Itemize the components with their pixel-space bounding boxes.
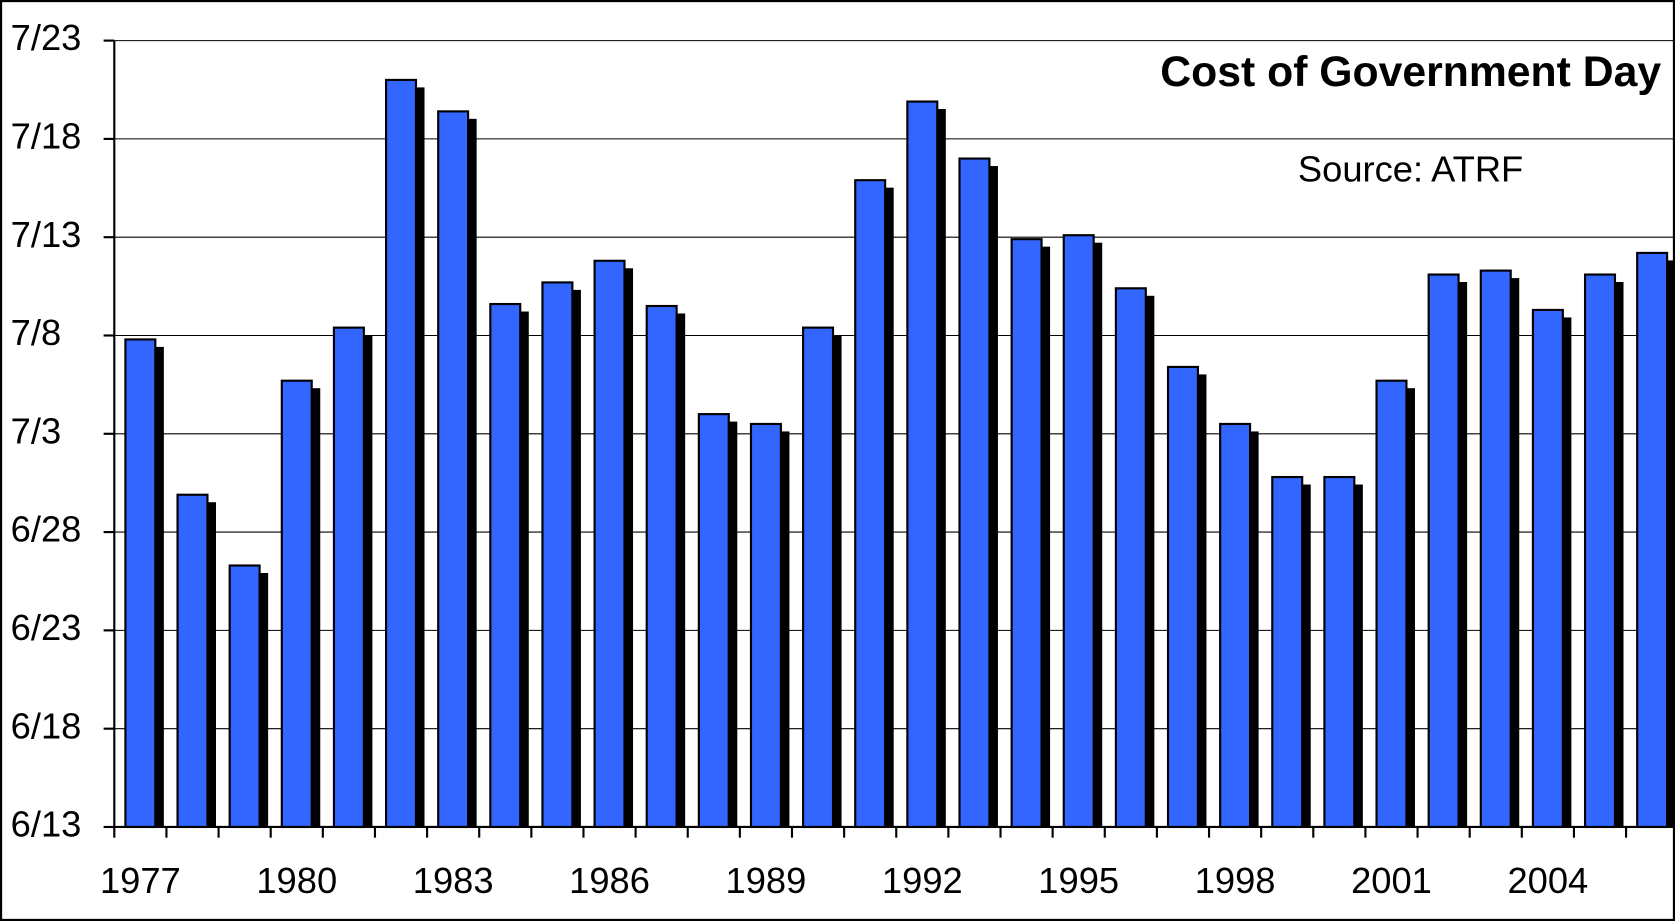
x-tick-label: 1992 [882, 860, 963, 901]
bar [1219, 422, 1252, 829]
x-tick-label: 1989 [726, 860, 807, 901]
bar [384, 78, 418, 829]
bar [697, 413, 730, 829]
x-tick-label: 1995 [1038, 860, 1119, 901]
y-tick-label: 6/28 [11, 509, 82, 550]
x-tick-label: 1986 [569, 860, 650, 901]
y-tick-label: 7/23 [11, 17, 82, 58]
y-tick-label: 6/23 [11, 607, 82, 648]
bar [1166, 365, 1199, 829]
x-tick-label: 1983 [413, 860, 494, 901]
bar [1271, 475, 1304, 829]
bar [280, 379, 313, 829]
bar [541, 281, 574, 829]
y-tick-label: 7/3 [11, 410, 61, 451]
bar [645, 304, 678, 829]
x-tick-label: 1998 [1195, 860, 1276, 901]
bar [1062, 234, 1095, 829]
bar [749, 422, 782, 829]
bar [1427, 273, 1460, 829]
bar [958, 157, 991, 829]
bar [593, 259, 626, 829]
chart-title: Cost of Government Day [1160, 48, 1661, 96]
y-tick-label: 6/18 [11, 705, 82, 746]
bar [1636, 251, 1669, 829]
bar [332, 326, 365, 829]
annotation: Source: ATRF [1298, 149, 1523, 190]
bar [176, 493, 209, 829]
bar [1583, 273, 1617, 829]
bar [124, 338, 157, 829]
bar [1375, 379, 1408, 829]
bar [1531, 308, 1564, 829]
x-tick-label: 1977 [100, 860, 181, 901]
y-tick-label: 7/18 [11, 115, 82, 156]
bar [906, 100, 939, 829]
bar [1479, 269, 1512, 829]
bar [1114, 287, 1147, 829]
x-tick-label: 1980 [256, 860, 337, 901]
bar [802, 326, 835, 829]
bar [1323, 475, 1356, 829]
bar [1010, 238, 1043, 829]
bar [489, 302, 522, 829]
x-tick-label: 2001 [1351, 860, 1432, 901]
bar [854, 179, 887, 829]
bar [437, 110, 470, 829]
y-tick-label: 7/8 [11, 312, 61, 353]
y-tick-label: 6/13 [11, 804, 82, 845]
bar [228, 564, 261, 829]
x-tick-label: 2004 [1507, 860, 1588, 901]
y-tick-label: 7/13 [11, 214, 82, 255]
